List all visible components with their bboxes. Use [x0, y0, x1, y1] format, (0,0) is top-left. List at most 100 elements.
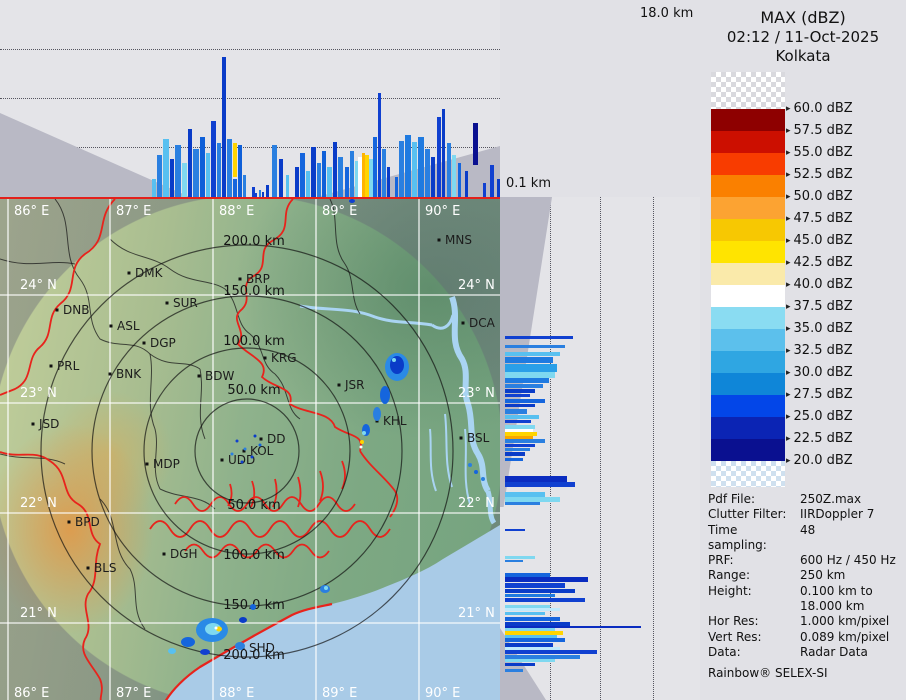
colorbar-band	[711, 417, 785, 439]
metadata-row: Clutter Filter: IIRDoppler 7	[708, 507, 875, 522]
svg-text:22° N: 22° N	[20, 496, 57, 511]
echo-bar	[373, 137, 377, 197]
echo-bar	[505, 605, 550, 608]
latlon-grid	[0, 199, 500, 700]
echo-bar	[505, 458, 523, 461]
height-axis-min-label: 0.1 km	[506, 176, 551, 191]
colorbar-band	[711, 197, 785, 219]
echo-bar	[295, 167, 299, 197]
echo-bar	[505, 617, 560, 621]
dbz-threshold-label: ▸ 57.5 dBZ	[786, 123, 853, 138]
echo-bar	[505, 497, 560, 502]
colorbar-band	[711, 175, 785, 197]
echo-bar	[505, 399, 545, 403]
height-gridline	[0, 49, 500, 50]
colorbar-band	[711, 307, 785, 329]
echo-bar	[311, 147, 316, 197]
metadata-row: Data: Radar Data	[708, 644, 868, 659]
svg-text:KHL: KHL	[383, 414, 407, 428]
echo-bar	[458, 163, 461, 197]
echo-bar	[322, 151, 326, 197]
echo-bar	[425, 149, 430, 197]
height-gridline	[653, 197, 654, 700]
echo-bar	[279, 159, 283, 197]
dbz-threshold-label: ▸ 22.5 dBZ	[786, 431, 853, 446]
svg-text:DNB: DNB	[63, 303, 89, 317]
echo-bar	[505, 560, 523, 562]
echo-bar	[505, 655, 580, 659]
echo-bar	[505, 659, 555, 662]
echo-bar	[193, 149, 199, 197]
svg-text:50.0 km: 50.0 km	[227, 498, 280, 513]
echo-bar	[188, 129, 192, 197]
echo-bar	[505, 409, 527, 414]
svg-text:23° N: 23° N	[20, 386, 57, 401]
colorbar-band-below-min	[711, 461, 785, 487]
product-datetime: 02:12 / 11-Oct-2025	[726, 28, 880, 46]
threshold-arrow-icon: ▸	[786, 368, 791, 378]
svg-text:MNS: MNS	[445, 233, 472, 247]
radar-echoes	[168, 199, 485, 655]
svg-text:DGP: DGP	[150, 336, 176, 350]
echo-bar	[505, 577, 588, 582]
threshold-arrow-icon: ▸	[786, 126, 791, 136]
colorbar-band	[711, 241, 785, 263]
echo-bar	[252, 187, 255, 197]
svg-text:24° N: 24° N	[20, 278, 57, 293]
svg-text:23° N: 23° N	[458, 386, 495, 401]
echo-bar	[505, 425, 535, 429]
svg-text:86° E: 86° E	[14, 204, 49, 219]
svg-text:DCA: DCA	[469, 316, 496, 330]
echo-bar	[505, 420, 531, 423]
echo-bar	[505, 556, 535, 559]
dbz-threshold-label: ▸ 47.5 dBZ	[786, 211, 853, 226]
echo-bar	[505, 482, 575, 487]
colorbar-band	[711, 373, 785, 395]
svg-text:JSR: JSR	[344, 378, 365, 392]
metadata-row: Time sampling: 48	[708, 522, 816, 552]
echo-bar	[338, 157, 343, 197]
echo-bar	[505, 448, 530, 451]
echo-bar	[233, 143, 237, 177]
echo-bar	[505, 352, 560, 356]
echo-bar	[505, 502, 540, 505]
echo-bar	[355, 161, 358, 197]
echo-bar	[306, 171, 310, 197]
echo-bar	[505, 345, 565, 348]
echo-bar	[505, 439, 545, 443]
svg-text:100.0 km: 100.0 km	[223, 548, 285, 563]
echo-bar	[431, 157, 435, 197]
threshold-arrow-icon: ▸	[786, 280, 791, 290]
echo-bar	[505, 394, 530, 397]
product-title: MAX (dBZ)	[760, 8, 846, 27]
echo-bar	[505, 612, 545, 615]
threshold-arrow-icon: ▸	[786, 412, 791, 422]
svg-text:SUR: SUR	[173, 296, 198, 310]
echo-bar	[505, 643, 553, 647]
echo-bar	[505, 669, 523, 672]
colorbar-band	[711, 285, 785, 307]
echo-bar	[505, 583, 565, 588]
dbz-threshold-label: ▸ 50.0 dBZ	[786, 189, 853, 204]
echo-bar	[358, 157, 362, 197]
threshold-arrow-icon: ▸	[786, 346, 791, 356]
svg-text:24° N: 24° N	[458, 278, 495, 293]
svg-text:87° E: 87° E	[116, 204, 151, 219]
echo-bar	[452, 155, 456, 197]
svg-text:BLS: BLS	[94, 561, 117, 575]
echo-bar	[505, 444, 535, 447]
district-boundaries	[0, 199, 361, 630]
threshold-arrow-icon: ▸	[786, 302, 791, 312]
echo-bar	[505, 529, 525, 531]
echo-bar	[405, 135, 411, 197]
echo-bar	[442, 109, 445, 197]
echo-bar	[505, 476, 567, 482]
svg-text:KOL: KOL	[250, 444, 274, 458]
colorbar-band	[711, 153, 785, 175]
height-gridline	[0, 147, 500, 148]
threshold-arrow-icon: ▸	[786, 170, 791, 180]
height-gridline	[0, 98, 500, 99]
echo-bar	[505, 404, 535, 407]
echo-bar	[483, 183, 486, 197]
echo-bar	[412, 142, 417, 197]
